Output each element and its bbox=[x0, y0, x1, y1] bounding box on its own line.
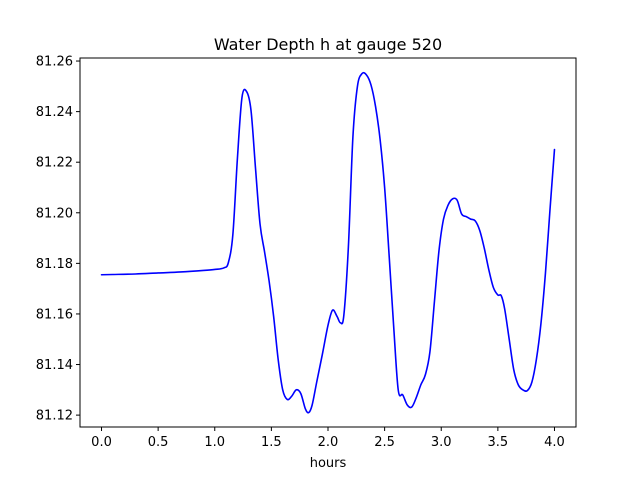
x-tick-label: 4.0 bbox=[544, 435, 565, 450]
x-tick-label: 0.5 bbox=[148, 435, 169, 450]
series-line bbox=[100, 71, 556, 414]
x-axis-label: hours bbox=[310, 456, 347, 471]
x-tick-label: 3.5 bbox=[488, 435, 509, 450]
x-tick-label: 2.5 bbox=[374, 435, 395, 450]
x-tick-label: 1.0 bbox=[204, 435, 225, 450]
y-tick-label: 81.20 bbox=[36, 206, 73, 221]
y-tick-label: 81.16 bbox=[36, 307, 73, 322]
x-tick-label: 1.5 bbox=[261, 435, 282, 450]
chart-title: Water Depth h at gauge 520 bbox=[214, 35, 442, 54]
y-axis: 81.12 81.14 81.16 81.18 81.20 81.22 81.24 81.26 bbox=[36, 55, 80, 424]
x-axis: 0.0 0.5 1.0 1.5 2.0 2.5 3.0 3.5 4.0 bbox=[91, 427, 565, 450]
y-tick-label: 81.14 bbox=[36, 358, 73, 373]
y-tick-label: 81.24 bbox=[36, 105, 73, 120]
plot-frame bbox=[79, 57, 577, 428]
x-tick-label: 0.0 bbox=[91, 435, 112, 450]
y-tick-label: 81.12 bbox=[36, 409, 73, 424]
y-tick-label: 81.22 bbox=[36, 156, 73, 171]
y-tick-label: 81.26 bbox=[36, 55, 73, 70]
y-tick-label: 81.18 bbox=[36, 257, 73, 272]
x-tick-label: 3.0 bbox=[431, 435, 452, 450]
x-tick-label: 2.0 bbox=[318, 435, 339, 450]
